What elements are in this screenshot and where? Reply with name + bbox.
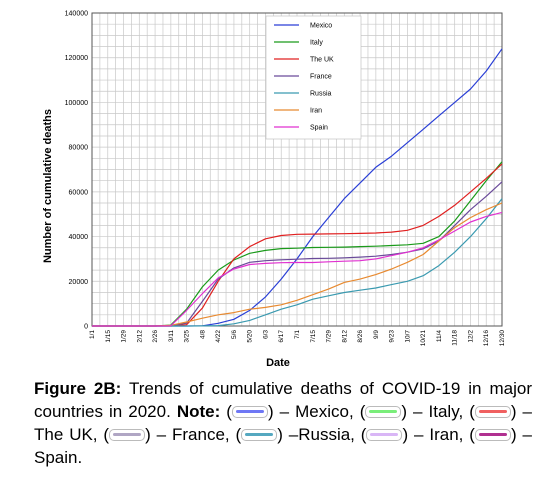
x-tick-label: 5/20	[247, 330, 254, 343]
caption-text: ) –Russia, (	[277, 425, 367, 444]
x-tick-label: 12/16	[483, 330, 490, 347]
plot-frame	[91, 12, 503, 327]
note-label: Note:	[176, 402, 221, 421]
x-tick-label: 1/29	[121, 330, 128, 343]
series-line-spain	[92, 211, 503, 327]
figure-caption: Figure 2B: Trends of cumulative deaths o…	[34, 377, 532, 469]
caption-swatch-russia	[241, 428, 278, 441]
y-tick-label: 40000	[69, 234, 89, 241]
y-tick-label: 60000	[69, 189, 89, 196]
caption-text: (	[220, 402, 232, 421]
legend: Mexico Italy The UK France Russia Iran Spain	[265, 15, 362, 140]
legend-label-russia: Russia	[310, 91, 332, 98]
y-tick-label: 80000	[69, 145, 89, 152]
caption-swatch-france	[109, 428, 146, 441]
x-tick-label: 4/8	[199, 330, 206, 339]
x-tick-label: 1/1	[89, 330, 96, 339]
caption-text: ) – Spain.	[34, 425, 532, 467]
caption-swatch-iran	[366, 428, 403, 441]
figure-label: Figure 2B:	[34, 379, 122, 398]
y-tick-labels: 0 20000 40000 60000 80000 100000 120000 140000	[65, 11, 88, 331]
x-axis-label: Date	[266, 357, 290, 369]
caption-swatch-the-uk	[474, 405, 511, 418]
legend-label-the-uk: The UK	[310, 57, 334, 64]
x-tick-label: 6/3	[262, 330, 269, 339]
x-tick-label: 12/2	[467, 330, 474, 343]
y-axis-label: Number of cumulative deaths	[42, 109, 54, 263]
caption-text: ) – France, (	[145, 425, 242, 444]
x-tick-label: 11/18	[452, 330, 459, 346]
y-tick-label: 0	[84, 324, 88, 331]
caption-swatch-mexico	[231, 405, 268, 418]
x-tick-label: 1/15	[105, 330, 112, 343]
x-tick-label: 7/15	[310, 330, 317, 343]
y-tick-label: 120000	[65, 55, 88, 62]
x-tick-label: 9/9	[373, 330, 380, 339]
x-tick-label: 10/21	[420, 330, 427, 347]
x-tick-label: 3/25	[184, 330, 191, 343]
y-tick-label: 100000	[65, 100, 88, 107]
line-chart: 020000400006000080000100000120000140000 …	[42, 11, 506, 370]
legend-label-france: France	[310, 74, 332, 81]
x-tick-label: 5/6	[231, 330, 238, 339]
caption-text: Trends of cumulative deaths of COVID-19 …	[34, 379, 532, 421]
x-tick-label: 10/7	[404, 330, 411, 343]
x-tick-labels: 1/1 1/15 1/29 2/12 2/26 3/11 3/25 4/8 4/22 5/6 5/2…	[89, 330, 506, 347]
series-lines	[92, 48, 503, 327]
caption-swatch-italy	[365, 405, 402, 418]
caption-text: ) – The UK, (	[34, 402, 532, 444]
caption-text: ) – Italy, (	[401, 402, 475, 421]
legend-label-italy: Italy	[310, 40, 323, 47]
legend-label-spain: Spain	[310, 125, 328, 132]
caption-swatch-spain	[474, 428, 511, 441]
y-tick-label: 140000	[65, 11, 88, 18]
x-tick-label: 12/30	[499, 330, 506, 347]
x-tick-label: 3/11	[168, 330, 175, 343]
axes	[91, 12, 503, 327]
x-tick-label: 8/12	[341, 330, 348, 343]
x-tick-label: 7/1	[294, 330, 301, 339]
legend-box	[265, 15, 362, 140]
x-tick-label: 9/23	[389, 330, 396, 343]
x-tick-label: 4/22	[215, 330, 222, 343]
caption-text: ) – Iran, (	[402, 425, 475, 444]
legend-label-mexico: Mexico	[310, 23, 332, 30]
x-tick-label: 2/12	[136, 330, 143, 343]
x-tick-label: 11/4	[436, 330, 443, 343]
x-tick-label: 8/26	[357, 330, 364, 343]
x-tick-label: 7/29	[326, 330, 333, 343]
caption-text: ) – Mexico, (	[267, 402, 366, 421]
y-tick-label: 20000	[69, 279, 89, 286]
x-tick-label: 6/17	[278, 330, 285, 343]
caption-legend-items: ( ) – Mexico, ( ) – Italy, () – The UK, ()…	[34, 402, 532, 467]
legend-label-iran: Iran	[310, 108, 322, 115]
x-tick-label: 2/26	[152, 330, 159, 343]
